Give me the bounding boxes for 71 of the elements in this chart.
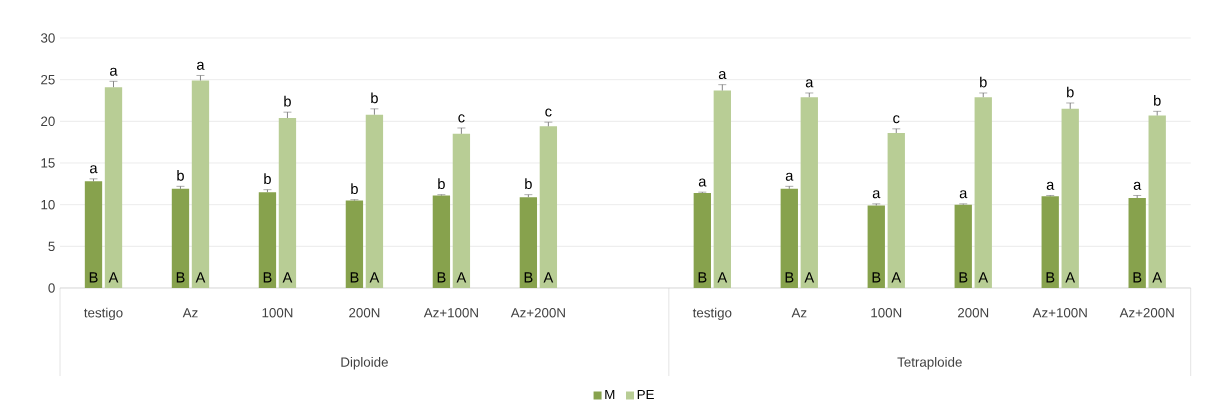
data-label: c: [893, 115, 900, 124]
data-label: b: [264, 173, 271, 185]
annotation: A: [543, 272, 554, 283]
data-label: b: [438, 178, 445, 190]
y-tick-label: 20: [41, 116, 55, 127]
x-tick-label: Az+100N: [1032, 308, 1087, 318]
annotation: B: [350, 272, 359, 283]
annotation: A: [891, 272, 902, 283]
annotation: A: [456, 272, 467, 283]
legend-label: M: [605, 389, 615, 400]
annotation: A: [1152, 272, 1163, 283]
annotation: B: [698, 272, 707, 283]
data-label: b: [1154, 94, 1161, 106]
x-tick-label: Az+100N: [423, 308, 478, 318]
annotation: A: [717, 272, 728, 283]
text: Diploide: [341, 357, 388, 370]
data-label: a: [698, 178, 707, 187]
x-tick-label: 200N: [349, 308, 380, 318]
data-label: c: [458, 114, 465, 123]
annotation: B: [785, 272, 794, 283]
data-label: a: [785, 172, 794, 181]
data-label: a: [1133, 181, 1142, 190]
data-label: b: [351, 183, 358, 195]
annotation: B: [1046, 272, 1055, 283]
data-label: b: [1067, 86, 1074, 98]
annotation: A: [804, 272, 815, 283]
y-tick-label: 5: [48, 241, 55, 251]
annotation: B: [872, 272, 881, 283]
data-label: a: [959, 190, 968, 199]
x-tick-label: testigo: [692, 307, 732, 321]
annotation: A: [108, 272, 119, 283]
annotation: B: [1133, 272, 1142, 283]
x-tick-label: Az+200N: [510, 308, 565, 318]
data-label: a: [718, 71, 727, 80]
y-tick-label: 0: [48, 283, 55, 293]
annotation: B: [437, 272, 446, 283]
data-label: a: [872, 190, 881, 199]
y-tick-label: 25: [41, 74, 55, 85]
y-tick-label: 15: [41, 158, 55, 168]
data-label: c: [545, 108, 552, 117]
text: Tetraploide: [897, 357, 962, 370]
annotation: B: [524, 272, 533, 283]
y-tick-label: 30: [40, 33, 55, 43]
data-label: b: [525, 178, 532, 190]
data-label: b: [980, 76, 987, 88]
data-label: a: [90, 165, 98, 174]
annotation: B: [959, 272, 968, 283]
data-label: b: [177, 169, 184, 181]
annotation: A: [195, 272, 206, 283]
annotation: B: [263, 272, 272, 283]
legend-label: PE: [637, 389, 654, 400]
x-tick-label: Az: [791, 308, 807, 318]
data-label: b: [284, 95, 291, 107]
data-label: a: [1046, 181, 1055, 190]
x-tick-label: 100N: [262, 308, 293, 318]
x-tick-label: Az+200N: [1119, 308, 1174, 318]
annotation: B: [89, 272, 98, 283]
data-label: a: [805, 79, 814, 88]
x-tick-label: Az: [182, 308, 198, 318]
annotation: A: [978, 272, 989, 283]
annotation: A: [1065, 272, 1076, 283]
annotation: A: [369, 272, 380, 283]
annotation: B: [176, 272, 185, 283]
data-label: b: [371, 92, 378, 104]
annotation: A: [282, 272, 293, 283]
x-tick-label: 100N: [871, 308, 902, 318]
x-tick-label: testigo: [84, 307, 123, 321]
y-tick-label: 10: [41, 199, 55, 210]
data-label: a: [110, 67, 118, 76]
x-tick-label: 200N: [957, 308, 989, 318]
data-label: a: [197, 61, 205, 70]
